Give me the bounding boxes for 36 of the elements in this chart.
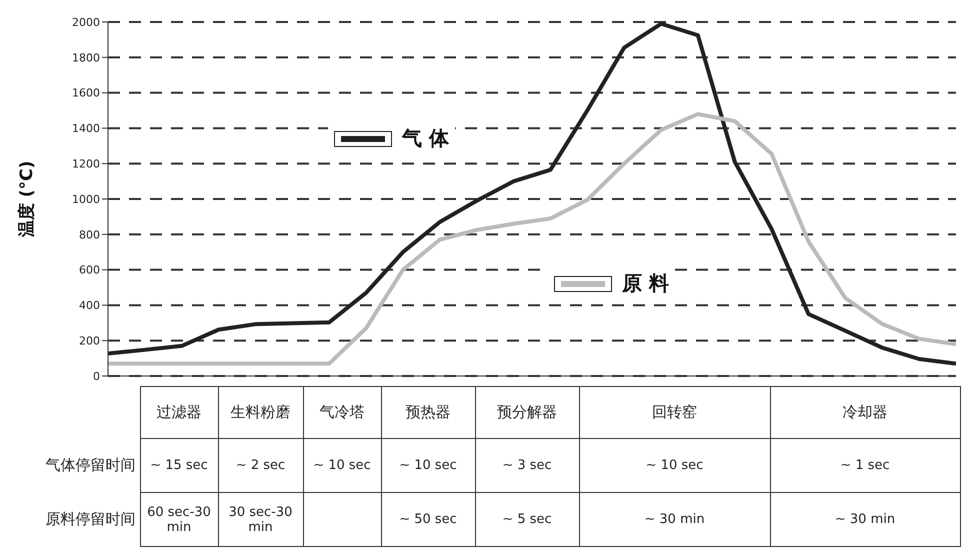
category-label: 原料停留时间 bbox=[46, 510, 136, 528]
text: ~ 3 sec bbox=[502, 458, 552, 473]
category-label: 气冷塔 bbox=[303, 386, 381, 438]
category-label: 过滤器 bbox=[140, 386, 218, 438]
y-tick-label: 1600 bbox=[72, 86, 100, 100]
text: ~ 10 sec bbox=[646, 458, 704, 473]
y-axis-title: 温度 (°C) bbox=[17, 160, 38, 238]
category-label: 回转窑 bbox=[579, 386, 770, 438]
text: ~ 5 sec bbox=[502, 512, 552, 527]
y-tick-label: 400 bbox=[79, 299, 100, 312]
y-tick-label: 200 bbox=[79, 334, 100, 348]
text: ~ 10 sec bbox=[313, 458, 371, 473]
legend-label: 气 体 bbox=[402, 125, 449, 152]
y-tick-label: 800 bbox=[79, 228, 100, 242]
y-tick-label: 1200 bbox=[72, 158, 100, 171]
text: ~ 1 sec bbox=[840, 458, 890, 473]
category-label: 生料粉磨 bbox=[218, 386, 303, 438]
category-label: 冷却器 bbox=[770, 386, 960, 438]
category-label: 预热器 bbox=[381, 386, 475, 438]
text: ~ 50 sec bbox=[399, 512, 457, 527]
text: ~ 30 min bbox=[834, 512, 896, 527]
text: ~ 15 sec bbox=[150, 458, 208, 473]
text: 30 sec-30 min bbox=[228, 504, 292, 534]
y-tick-label: 0 bbox=[93, 370, 100, 383]
y-tick-label: 600 bbox=[79, 264, 100, 277]
y-tick-label: 1400 bbox=[72, 122, 100, 136]
text: ~ 2 sec bbox=[236, 458, 286, 473]
legend-label: 原 料 bbox=[622, 270, 669, 297]
text: ~ 10 sec bbox=[399, 458, 457, 473]
y-tick-label: 2000 bbox=[72, 16, 100, 29]
category-label: 预分解器 bbox=[475, 386, 579, 438]
y-tick-label: 1000 bbox=[72, 192, 100, 206]
text: 60 sec-30 min bbox=[147, 504, 211, 534]
text: ~ 30 min bbox=[644, 512, 705, 527]
category-label: 气体停留时间 bbox=[46, 456, 136, 474]
y-tick-label: 1800 bbox=[72, 51, 100, 64]
